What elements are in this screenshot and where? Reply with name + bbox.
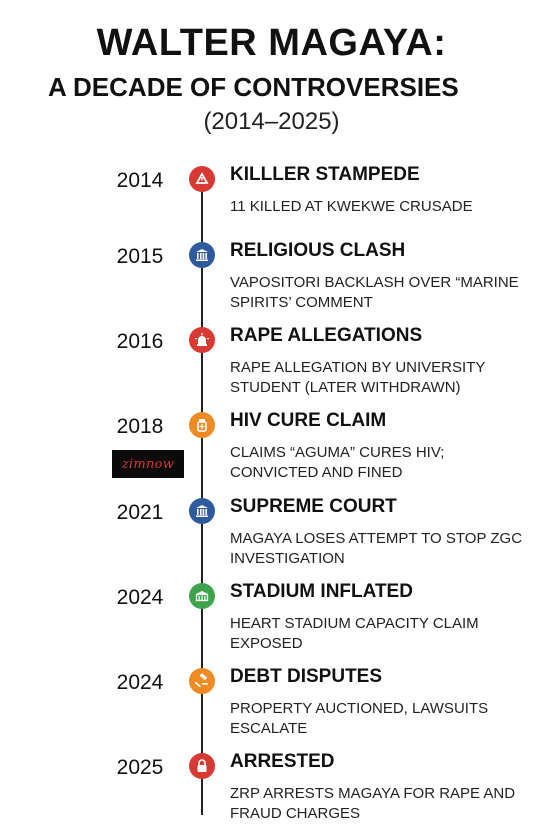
event-heading: RELIGIOUS CLASH bbox=[230, 240, 406, 261]
event-year: 2025 bbox=[116, 756, 164, 779]
medicine-icon bbox=[189, 412, 215, 438]
timeline-event-2024-debt: 2024 DEBT DISPUTES PROPERTY AUCTIONED, L… bbox=[0, 666, 543, 746]
event-year: 2014 bbox=[116, 169, 164, 192]
event-heading: SUPREME COURT bbox=[230, 496, 397, 517]
warning-icon bbox=[189, 166, 215, 192]
event-heading: RAPE ALLEGATIONS bbox=[230, 325, 423, 346]
event-description: CLAIMS “AGUMA” CURES HIV; CONVICTED AND … bbox=[230, 444, 445, 481]
event-heading: KILLLER STAMPEDE bbox=[230, 164, 420, 185]
timeline-event-2018: 2018 HIV CURE CLAIM CLAIMS “AGUMA” CURES… bbox=[0, 410, 543, 490]
timeline-event-2021: 2021 SUPREME COURT MAGAYA LOSES ATTEMPT … bbox=[0, 496, 543, 576]
event-description: VAPOSITORI BACKLASH OVER “MARINE SPIRITS… bbox=[230, 274, 519, 311]
page-subtitle: A DECADE OF CONTROVERSIES bbox=[48, 72, 459, 102]
event-heading: HIV CURE CLAIM bbox=[230, 410, 387, 431]
event-year: 2021 bbox=[116, 501, 164, 524]
event-year: 2024 bbox=[116, 586, 164, 609]
timeline-event-2016: 2016 RAPE ALLEGATIONS RAPE ALLEGATION BY… bbox=[0, 325, 543, 405]
gavel-icon bbox=[189, 668, 215, 694]
event-description: PROPERTY AUCTIONED, LAWSUITS ESCALATE bbox=[230, 700, 489, 737]
event-year: 2016 bbox=[116, 330, 164, 353]
page-title: WALTER MAGAYA: bbox=[96, 22, 447, 64]
event-year: 2024 bbox=[116, 671, 164, 694]
stadium-icon bbox=[189, 583, 215, 609]
lock-icon bbox=[189, 753, 215, 779]
event-description: RAPE ALLEGATION BY UNIVERSITY STUDENT (L… bbox=[230, 359, 486, 396]
timeline-event-2014: 2014 KILLLER STAMPEDE 11 KILLED AT KWEKW… bbox=[0, 164, 543, 244]
event-heading: ARRESTED bbox=[230, 751, 335, 772]
timeline-event-2025: 2025 ARRESTED ZRP ARRESTS MAGAYA FOR RAP… bbox=[0, 751, 543, 831]
event-heading: DEBT DISPUTES bbox=[230, 666, 383, 687]
timeline-event-2024-stadium: 2024 STADIUM INFLATED HEART STADIUM CAPA… bbox=[0, 581, 543, 661]
logo-text: zimnow bbox=[121, 456, 175, 472]
event-description: 11 KILLED AT KWEKWE CRUSADE bbox=[230, 198, 473, 215]
siren-icon bbox=[189, 327, 215, 353]
timeline-line bbox=[201, 178, 203, 815]
timeline-event-2015: 2015 RELIGIOUS CLASH VAPOSITORI BACKLASH… bbox=[0, 240, 543, 320]
event-description: HEART STADIUM CAPACITY CLAIM EXPOSED bbox=[230, 615, 479, 652]
event-year: 2018 bbox=[116, 415, 164, 438]
zimnow-logo: zimnow bbox=[112, 450, 184, 478]
event-heading: STADIUM INFLATED bbox=[230, 581, 413, 602]
courthouse-icon bbox=[189, 242, 215, 268]
event-description: MAGAYA LOSES ATTEMPT TO STOP ZGC INVESTI… bbox=[230, 530, 523, 567]
date-range: (2014–2025) bbox=[203, 108, 340, 135]
event-year: 2015 bbox=[116, 245, 164, 268]
courthouse-icon bbox=[189, 498, 215, 524]
event-description: ZRP ARRESTS MAGAYA FOR RAPE AND FRAUD CH… bbox=[230, 785, 516, 822]
